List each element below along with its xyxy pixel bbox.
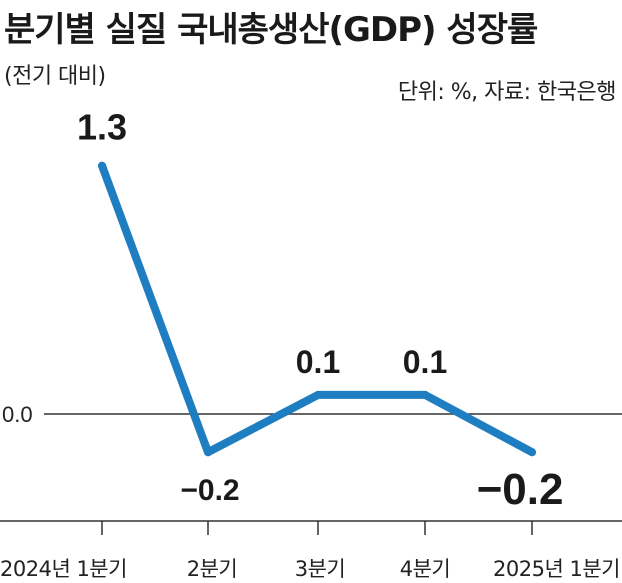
series-line [98,161,536,457]
x-tick-label: 4분기 [400,557,451,581]
unit-source-note: 단위: %, 자료: 한국은행 [397,80,617,105]
chart-subtitle: (전기 대비) [4,64,106,89]
data-label: 0.1 [296,344,340,380]
data-label: 0.1 [403,344,447,380]
x-tick-label: 2024년 1분기 [0,557,127,581]
data-label: −0.2 [180,474,239,507]
data-label: −0.2 [477,465,564,514]
data-point [528,448,536,457]
data-point [314,390,322,399]
data-label: 1.3 [77,107,127,148]
data-point [98,161,106,170]
y-tick-label-zero: 0.0 [2,402,33,427]
data-point [421,390,429,399]
x-tick-label: 2025년 1분기 [493,557,620,581]
chart-title: 분기별 실질 국내총생산(GDP) 성장률 [4,10,538,50]
data-point [204,448,212,457]
x-tick-label: 2분기 [187,557,238,581]
x-tick-label: 3분기 [295,557,346,581]
